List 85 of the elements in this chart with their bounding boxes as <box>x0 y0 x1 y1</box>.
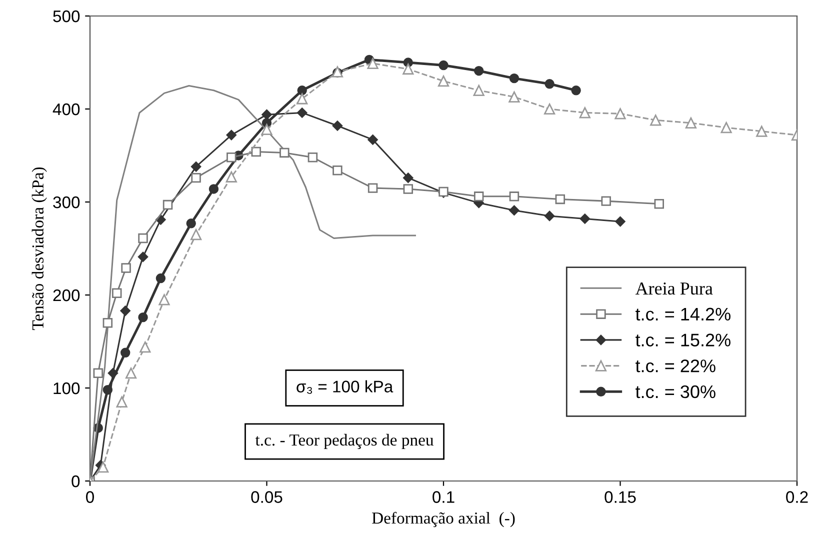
point <box>296 108 308 118</box>
point <box>120 306 130 316</box>
point <box>280 148 290 158</box>
point <box>403 184 414 194</box>
point <box>601 196 611 206</box>
legend-label: Areia Pura <box>635 282 713 295</box>
point <box>474 192 484 202</box>
point <box>650 114 662 126</box>
point <box>296 93 308 104</box>
point <box>186 218 196 228</box>
point <box>116 396 128 408</box>
x-tick-label: 0.15 <box>604 491 636 503</box>
point <box>544 79 554 89</box>
point <box>720 122 732 134</box>
point <box>403 172 414 183</box>
x-tick-label: 0.2 <box>786 491 808 503</box>
point <box>98 461 109 473</box>
point <box>190 162 202 172</box>
point <box>571 86 581 96</box>
point <box>125 368 137 379</box>
point <box>367 58 378 69</box>
y-tick-label: 500 <box>53 10 80 22</box>
point <box>368 134 378 145</box>
point <box>138 312 148 322</box>
point <box>580 214 590 224</box>
point <box>614 108 626 120</box>
point <box>438 60 448 70</box>
annotation: σ₃ = 100 kPa <box>296 380 394 394</box>
point <box>474 66 484 76</box>
y-tick-label: 0 <box>72 475 80 488</box>
point <box>121 263 131 273</box>
point <box>261 124 272 136</box>
x-tick-label: 0.05 <box>251 491 282 503</box>
point <box>685 117 697 129</box>
point <box>120 348 130 358</box>
point <box>93 368 103 378</box>
point <box>509 205 520 216</box>
point <box>102 318 113 328</box>
point <box>297 86 307 96</box>
point <box>508 91 520 102</box>
point <box>102 385 113 395</box>
point <box>226 130 237 140</box>
point <box>332 166 342 176</box>
point <box>509 73 520 84</box>
point <box>162 200 173 210</box>
point <box>308 152 318 162</box>
point <box>140 342 151 353</box>
point <box>190 228 202 240</box>
point <box>138 252 148 262</box>
point <box>156 273 166 284</box>
point <box>509 192 520 202</box>
point <box>654 199 664 209</box>
y-axis-title: Tensão desviadora (kPa) <box>32 167 47 330</box>
point <box>226 171 237 182</box>
annotation: t.c. - Teor pedaços de pneu <box>255 434 434 450</box>
point <box>251 146 262 157</box>
point <box>191 172 201 183</box>
point <box>473 84 484 96</box>
y-tick-label: 300 <box>53 196 80 208</box>
point <box>158 294 170 306</box>
point <box>544 103 556 115</box>
x-axis-title: Deformação axial (-) <box>372 512 515 528</box>
point <box>438 76 450 87</box>
point <box>262 109 272 120</box>
point <box>615 216 626 227</box>
point <box>756 126 768 137</box>
x-tick-label: 0 <box>86 491 94 503</box>
point <box>579 107 590 118</box>
y-tick-label: 200 <box>53 289 80 302</box>
legend-label: t.c. = 14.2% <box>636 308 730 321</box>
legend-label: t.c. = 22% <box>636 360 716 372</box>
y-tick-label: 400 <box>52 103 80 116</box>
point <box>368 183 378 193</box>
point <box>402 63 414 75</box>
x-tick-label: 0.1 <box>432 491 454 503</box>
point <box>226 152 236 162</box>
point <box>544 210 555 222</box>
point <box>208 184 219 194</box>
point <box>555 194 566 204</box>
y-tick-label: 100 <box>54 382 80 394</box>
point <box>332 120 343 131</box>
point <box>138 233 148 244</box>
legend-label: t.c. = 15.2% <box>636 334 730 346</box>
legend-label: t.c. = 30% <box>636 385 716 398</box>
point <box>112 288 122 298</box>
